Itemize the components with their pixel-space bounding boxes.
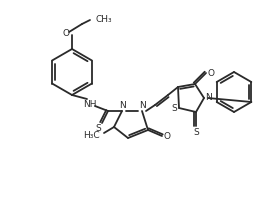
Text: N: N	[206, 92, 212, 101]
Text: S: S	[171, 103, 177, 112]
Text: O: O	[63, 29, 70, 37]
Text: O: O	[208, 68, 215, 77]
Text: S: S	[193, 128, 199, 136]
Text: CH₃: CH₃	[96, 15, 113, 24]
Text: NH: NH	[83, 99, 97, 108]
Text: N: N	[119, 101, 125, 110]
Text: N: N	[139, 101, 145, 110]
Text: O: O	[163, 132, 171, 141]
Text: H₃C: H₃C	[84, 130, 100, 139]
Text: S: S	[95, 123, 101, 132]
